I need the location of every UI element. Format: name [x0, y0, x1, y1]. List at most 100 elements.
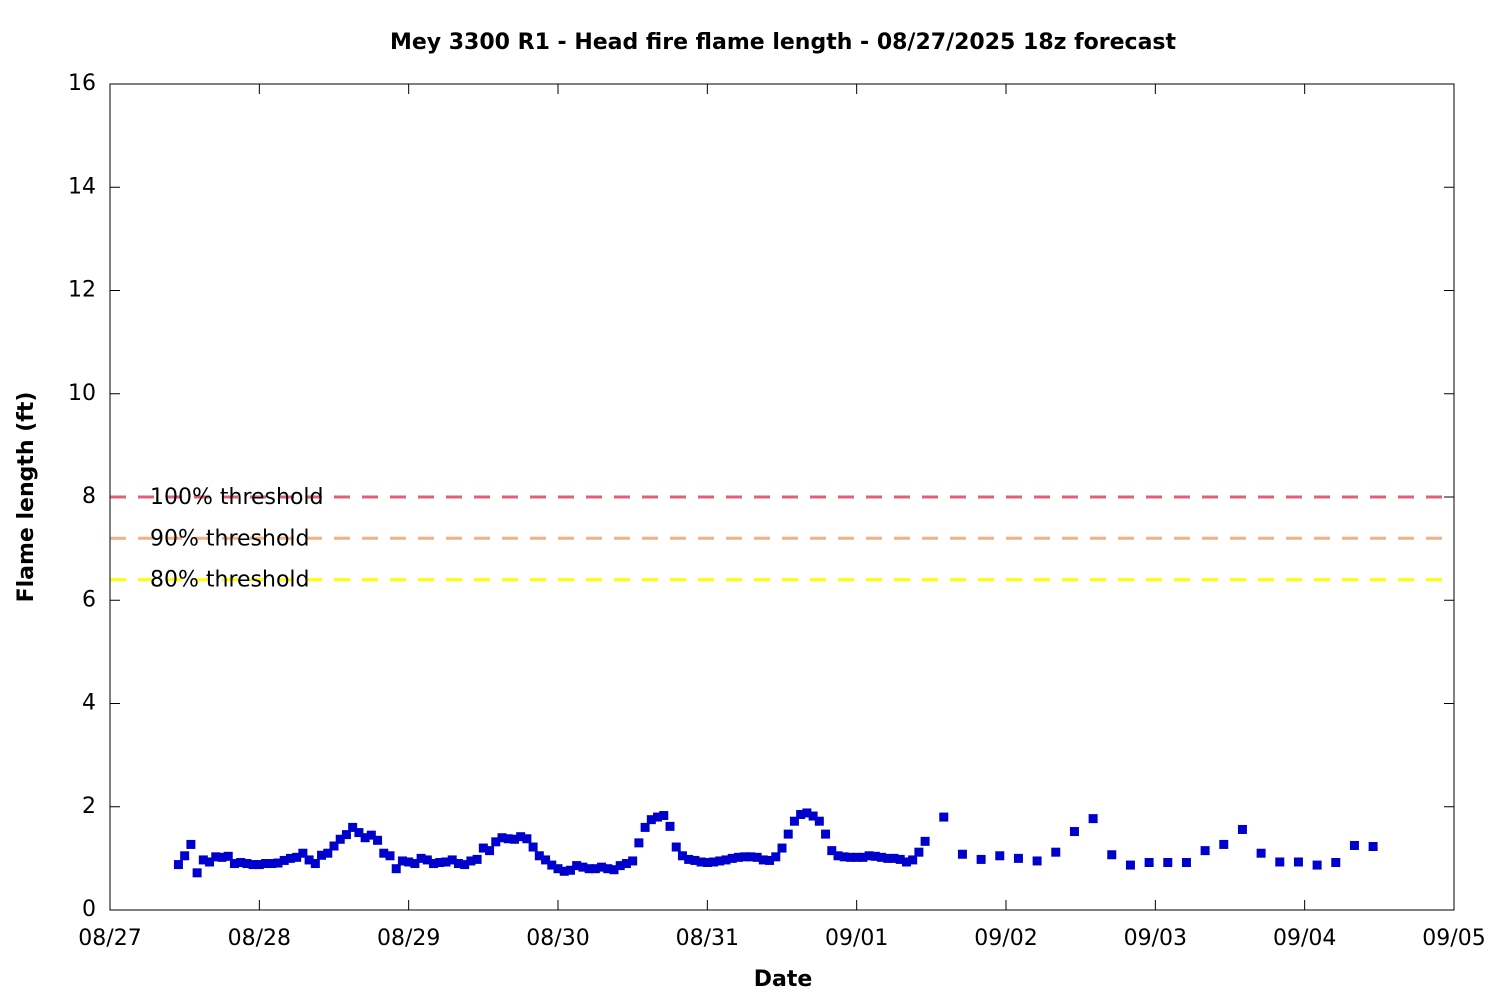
point [733, 852, 743, 862]
point [223, 851, 233, 861]
point [671, 842, 681, 852]
point [1163, 858, 1173, 868]
point [379, 848, 389, 858]
point [1368, 842, 1378, 852]
point [373, 835, 383, 845]
point [920, 836, 930, 846]
point [578, 862, 588, 872]
point [273, 858, 283, 868]
point [1088, 814, 1098, 824]
point [901, 857, 911, 867]
point [565, 865, 575, 875]
point [621, 859, 631, 869]
point [597, 862, 607, 872]
point [267, 859, 277, 869]
point [335, 834, 345, 844]
x-tick-label: 08/30 [526, 926, 589, 951]
point [410, 859, 420, 869]
point [366, 830, 376, 840]
point [441, 857, 451, 867]
point [229, 859, 239, 869]
x-tick-label: 08/29 [377, 926, 440, 951]
y-tick-label: 8 [82, 484, 96, 509]
point [603, 864, 613, 874]
point [298, 848, 308, 858]
point [1181, 858, 1191, 868]
x-tick-label: 09/01 [825, 926, 888, 951]
point [248, 860, 258, 870]
point [1256, 848, 1266, 858]
point [180, 851, 190, 861]
point [1349, 840, 1359, 850]
x-tick-label: 08/28 [228, 926, 291, 951]
point [242, 859, 252, 869]
point [808, 811, 818, 821]
point [422, 855, 432, 865]
point [478, 843, 488, 853]
point [285, 853, 295, 863]
point [908, 855, 918, 865]
point [354, 828, 364, 838]
point [727, 853, 737, 863]
x-tick-label: 08/27 [78, 926, 141, 951]
point [870, 851, 880, 861]
x-tick-label: 09/02 [974, 926, 1037, 951]
point [1144, 858, 1154, 868]
point [1275, 857, 1285, 867]
point [460, 860, 470, 870]
point [752, 852, 762, 862]
point [360, 833, 370, 843]
point [845, 852, 855, 862]
point [640, 822, 650, 832]
x-tick-label: 08/31 [676, 926, 739, 951]
point [584, 864, 594, 874]
y-tick-label: 12 [68, 278, 96, 303]
point [198, 855, 208, 865]
x-tick-label: 09/03 [1124, 926, 1187, 951]
point [628, 856, 638, 866]
point [429, 859, 439, 869]
point [746, 852, 756, 862]
point [485, 846, 495, 856]
point [435, 858, 445, 868]
point [1331, 858, 1341, 868]
point [634, 838, 644, 848]
point [534, 851, 544, 861]
point [323, 848, 333, 858]
point [1069, 827, 1079, 837]
x-axis-label: Date [754, 967, 813, 992]
x-tick-label: 09/05 [1422, 926, 1485, 951]
point [1293, 857, 1303, 867]
point [559, 866, 569, 876]
point [192, 868, 202, 878]
point [1219, 839, 1229, 849]
y-tick-label: 14 [68, 174, 96, 199]
point [883, 853, 893, 863]
point [254, 860, 264, 870]
point [939, 812, 949, 822]
threshold-label: 100% threshold [150, 485, 324, 510]
point [217, 852, 227, 862]
point [864, 851, 874, 861]
point [771, 852, 781, 862]
y-axis-label: Flame length (ft) [14, 392, 39, 603]
point [1107, 850, 1117, 860]
point [821, 829, 831, 839]
point [205, 857, 215, 867]
point [659, 811, 669, 821]
point [572, 861, 582, 871]
point [404, 857, 414, 867]
point [827, 846, 837, 856]
plot-frame [109, 83, 1455, 911]
point [696, 857, 706, 867]
point [341, 830, 351, 840]
point [522, 834, 532, 844]
point [547, 860, 557, 870]
point [715, 856, 725, 866]
point [391, 864, 401, 874]
point [509, 834, 519, 844]
point [528, 842, 538, 852]
point [758, 855, 768, 865]
point [279, 855, 289, 865]
point [173, 860, 183, 870]
